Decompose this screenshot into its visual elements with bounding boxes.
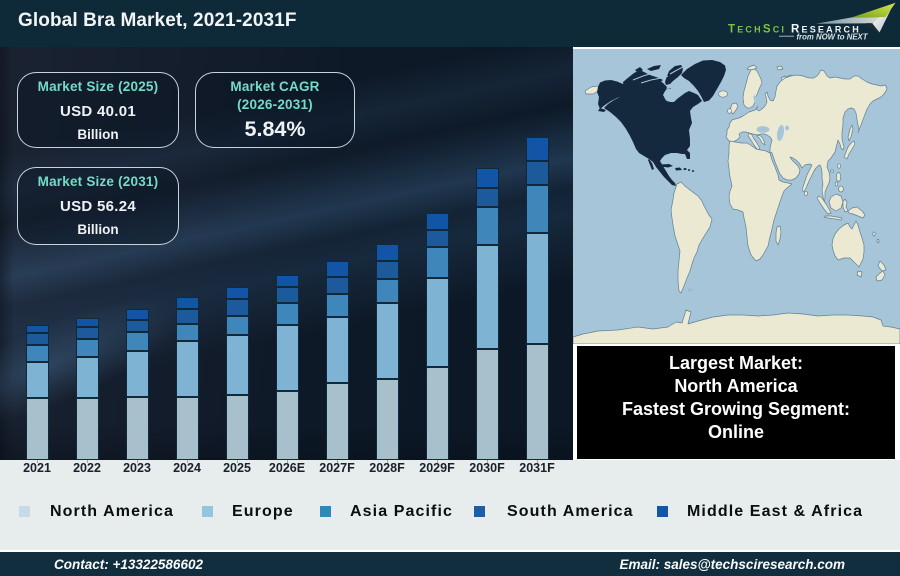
- svg-text:RESEARCH: RESEARCH: [791, 24, 861, 36]
- svg-text:TECHSCI: TECHSCI: [728, 24, 786, 36]
- svg-text:from NOW to NEXT: from NOW to NEXT: [796, 33, 868, 42]
